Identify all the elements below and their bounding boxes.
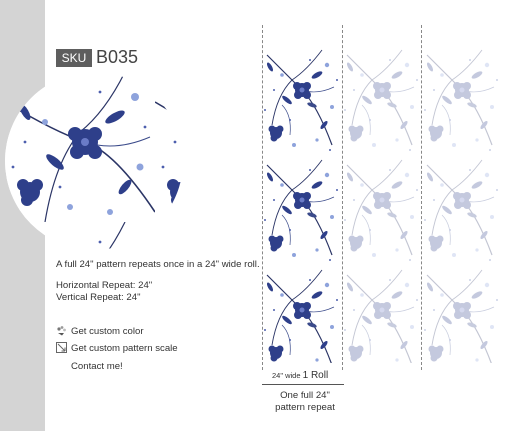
contact-link[interactable]: Contact me! <box>71 361 123 372</box>
repeat-label: One full 24" pattern repeat <box>265 390 345 414</box>
roll-count: 1 Roll <box>302 370 329 381</box>
vertical-repeat: Vertical Repeat: 24" <box>56 292 141 303</box>
roll-pattern-faded-1 <box>342 45 421 363</box>
roll-width-label: 24" wide 1 Roll <box>272 370 328 381</box>
repeat-line-1: One full 24" <box>280 390 330 401</box>
sku-label: SKU <box>56 49 92 67</box>
pattern-closeup <box>5 72 183 250</box>
sku-code: B035 <box>96 47 139 67</box>
pattern-closeup-image <box>5 72 183 250</box>
roll-panel-main <box>262 45 341 363</box>
roll-panel-faded-2 <box>422 45 502 363</box>
roll-width: 24" wide <box>272 371 301 380</box>
roll-divider-mid <box>342 25 343 370</box>
palette-icon <box>57 326 66 336</box>
roll-divider-right <box>421 25 422 370</box>
repeat-underline <box>262 384 344 385</box>
roll-pattern <box>262 45 341 363</box>
repeat-line-2: pattern repeat <box>275 402 335 413</box>
wallpaper-preview <box>262 45 502 363</box>
scale-icon <box>56 342 67 353</box>
roll-pattern-faded-2 <box>422 45 502 363</box>
horizontal-repeat: Horizontal Repeat: 24" <box>56 280 153 291</box>
repeat-summary: A full 24" pattern repeats once in a 24"… <box>56 259 260 270</box>
custom-scale-link[interactable]: Get custom pattern scale <box>71 343 178 354</box>
custom-color-link[interactable]: Get custom color <box>71 326 144 337</box>
roll-panel-faded-1 <box>342 45 421 363</box>
roll-divider-left <box>262 25 263 370</box>
